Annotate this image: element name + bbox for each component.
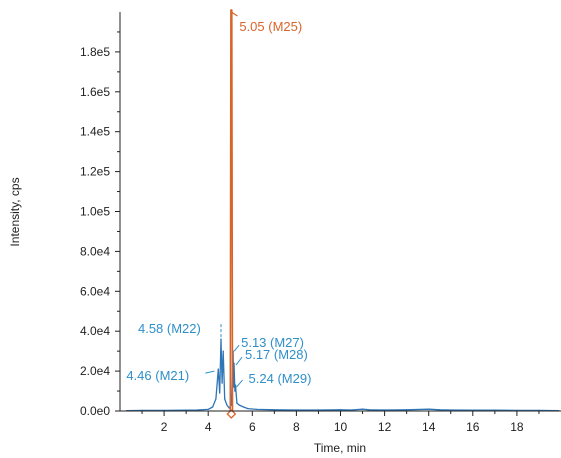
annotation-leader (237, 380, 243, 387)
data-point (247, 408, 248, 409)
data-point (256, 409, 257, 410)
y-tick-label: 1.6e5 (80, 85, 110, 99)
x-axis-title: Time, min (314, 441, 366, 455)
data-point (243, 406, 244, 407)
data-point (224, 398, 225, 399)
data-point (318, 409, 319, 410)
data-point (220, 339, 221, 340)
data-point (219, 392, 220, 393)
y-tick-label: 1.0e5 (80, 205, 110, 219)
data-point (340, 409, 341, 410)
series-line (127, 339, 559, 410)
data-point (223, 351, 224, 352)
data-point (450, 409, 451, 410)
data-point (231, 9, 232, 10)
data-point (208, 409, 209, 410)
x-tick-label: 16 (466, 420, 480, 434)
x-tick-label: 8 (293, 420, 300, 434)
y-tick-label: 1.8e5 (80, 45, 110, 59)
x-tick-label: 2 (161, 420, 168, 434)
data-point (296, 409, 297, 410)
x-tick-label: 6 (249, 420, 256, 434)
y-tick-label: 2.0e4 (80, 364, 110, 378)
peak-annotation-label: 5.24 (M29) (249, 371, 312, 386)
data-point (406, 409, 407, 410)
data-point (369, 409, 370, 410)
data-point (218, 369, 219, 370)
data-point (234, 390, 235, 391)
y-tick-label: 8.0e4 (80, 244, 110, 258)
data-point (362, 409, 363, 410)
y-tick-label: 1.4e5 (80, 125, 110, 139)
y-tick-label: 4.0e4 (80, 324, 110, 338)
data-point (238, 404, 239, 405)
annotation-layer: 5.05 (M25)4.58 (M22)5.13 (M27)5.17 (M28)… (126, 12, 311, 387)
data-point (235, 384, 236, 385)
data-point (233, 363, 234, 364)
y-axis-ticks: 0.0e0 2.0e4 4.0e4 6.0e4 8.0e4 1.0e5 1.2e5 1.4e5… (80, 32, 120, 418)
annotation-leader (234, 345, 239, 351)
peak-annotation-label: 4.58 (M22) (138, 321, 201, 336)
annotation-leader (236, 357, 242, 365)
x-axis-ticks: 2 4 6 8 10 12 14 16 18 (142, 411, 539, 434)
peak-annotation-label: 5.05 (M25) (239, 19, 302, 34)
x-tick-label: 10 (334, 420, 348, 434)
data-point (226, 404, 227, 405)
y-tick-label: 1.2e5 (80, 165, 110, 179)
data-point (221, 382, 222, 383)
annotation-leader (205, 371, 214, 373)
x-tick-label: 18 (510, 420, 524, 434)
data-point (197, 409, 198, 410)
data-point (274, 409, 275, 410)
x-tick-label: 14 (422, 420, 436, 434)
y-axis-title: Intensity, cps (8, 177, 22, 246)
data-point (439, 409, 440, 410)
data-point (428, 409, 429, 410)
data-point (212, 406, 213, 407)
peak-annotation-label: 5.17 (M28) (245, 347, 308, 362)
series-line (230, 10, 234, 411)
data-point (236, 402, 237, 403)
y-tick-label: 6.0e4 (80, 284, 110, 298)
data-point (351, 409, 352, 410)
data-point (215, 398, 216, 399)
peak-annotation-label: 4.46 (M21) (126, 368, 189, 383)
x-tick-label: 4 (205, 420, 212, 434)
data-point (384, 409, 385, 410)
x-tick-label: 12 (378, 420, 392, 434)
series-layer (126, 9, 559, 418)
y-tick-label: 0.0e0 (80, 404, 110, 418)
